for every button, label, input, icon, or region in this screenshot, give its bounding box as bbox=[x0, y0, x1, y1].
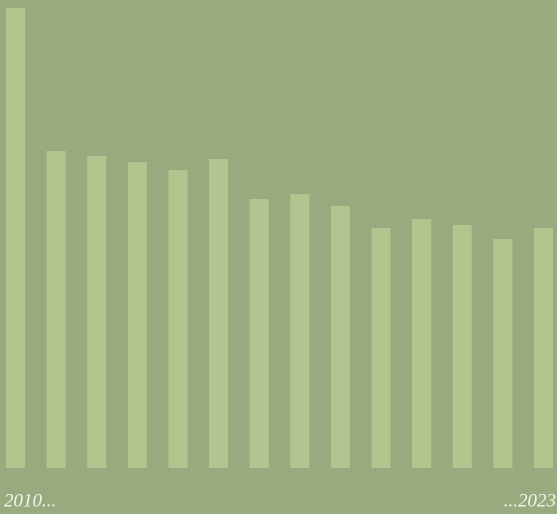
bar bbox=[290, 194, 310, 468]
bar bbox=[534, 228, 553, 468]
bar bbox=[46, 151, 66, 468]
bar bbox=[330, 206, 350, 468]
bar bbox=[6, 8, 25, 468]
bar bbox=[127, 162, 147, 468]
bar bbox=[452, 225, 472, 468]
x-tick-label: 2010... bbox=[4, 490, 56, 511]
bar bbox=[493, 239, 513, 468]
bar bbox=[412, 219, 432, 468]
x-tick-label: ...2023 bbox=[504, 490, 556, 511]
bar bbox=[209, 159, 229, 468]
bar bbox=[168, 170, 188, 468]
bar bbox=[249, 199, 269, 468]
bar bbox=[371, 228, 391, 468]
bar bbox=[87, 156, 107, 468]
